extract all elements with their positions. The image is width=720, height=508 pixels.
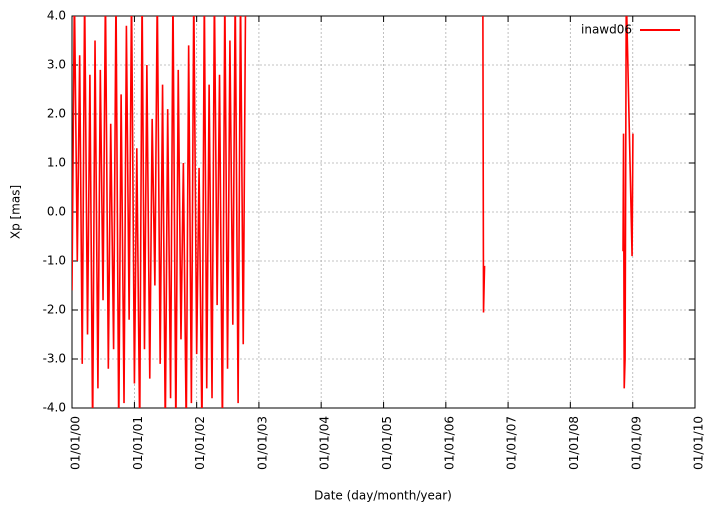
y-tick-label: 4.0: [47, 9, 66, 23]
x-tick-label: 01/01/09: [629, 416, 643, 470]
y-tick-label: -1.0: [43, 254, 66, 268]
x-tick-label: 01/01/07: [505, 416, 519, 470]
x-tick-label: 01/01/05: [380, 416, 394, 470]
x-tick-label: 01/01/10: [692, 416, 706, 470]
x-tick-label: 01/01/04: [318, 416, 332, 470]
y-tick-label: 1.0: [47, 156, 66, 170]
x-tick-label: 01/01/06: [442, 416, 456, 470]
y-tick-label: 3.0: [47, 58, 66, 72]
y-tick-label: 0.0: [47, 205, 66, 219]
x-tick-label: 01/01/01: [131, 416, 145, 470]
data-line: [72, 16, 634, 408]
x-tick-label: 01/01/08: [567, 416, 581, 470]
x-axis-label: Date (day/month/year): [314, 489, 452, 503]
y-tick-label: -4.0: [43, 401, 66, 415]
y-axis-label: Xp [mas]: [9, 185, 23, 239]
x-tick-label: 01/01/03: [255, 416, 269, 470]
x-tick-label: 01/01/02: [193, 416, 207, 470]
y-tick-label: 2.0: [47, 107, 66, 121]
y-tick-label: -2.0: [43, 303, 66, 317]
y-tick-label: -3.0: [43, 352, 66, 366]
x-tick-label: 01/01/00: [69, 416, 83, 470]
legend-label: inawd06: [581, 23, 632, 37]
